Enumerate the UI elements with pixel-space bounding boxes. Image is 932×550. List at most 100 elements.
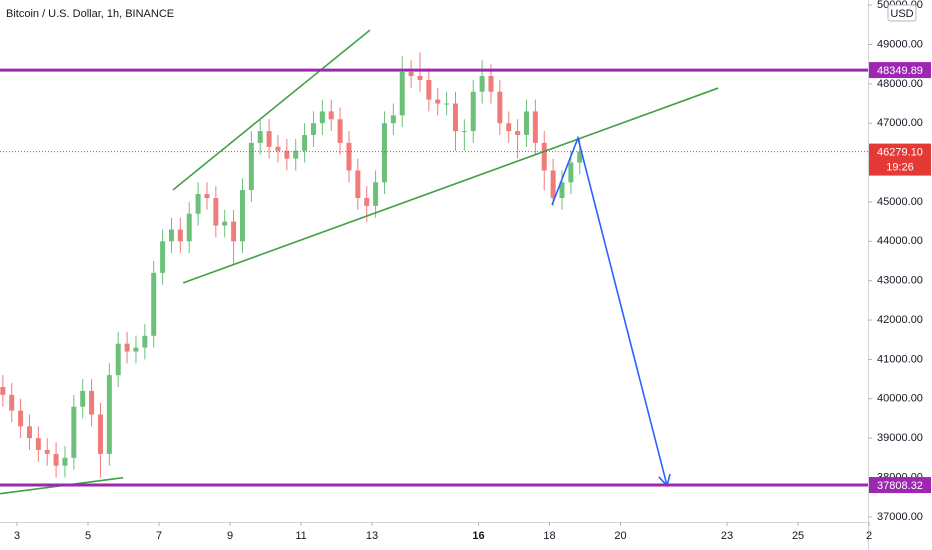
candle-body [0, 386, 6, 395]
y-tick-label: 37000.00 [877, 511, 923, 523]
candle-body [355, 170, 361, 199]
candle-body [497, 91, 503, 124]
candle-body [399, 72, 405, 116]
candle-body [231, 221, 237, 242]
candle-body [248, 142, 254, 191]
price-label-box [869, 62, 931, 79]
candle-body [142, 335, 148, 348]
candle-body [479, 75, 485, 92]
candle-body [151, 272, 157, 336]
candle-body [452, 103, 458, 132]
x-tick-label: 11 [295, 530, 306, 542]
x-tick-label: 2 [866, 530, 872, 542]
candle-body [106, 375, 112, 454]
candle-body [550, 170, 556, 199]
candle-body [53, 453, 59, 466]
candle-body [435, 99, 441, 104]
trendline [551, 135, 668, 486]
trendline [172, 29, 371, 191]
currency-box [887, 4, 917, 22]
x-tick-label: 13 [366, 530, 378, 542]
candle-body [337, 119, 343, 143]
plot-area [0, 52, 583, 478]
candle-body [239, 190, 245, 242]
candle-body [266, 131, 272, 147]
candle-body [364, 198, 370, 206]
candle-body [568, 162, 574, 183]
candle-body [426, 79, 432, 100]
candle-body [35, 438, 41, 450]
candle-body [284, 150, 290, 159]
y-tick-label: 40000.00 [877, 393, 923, 405]
y-tick-label: 44000.00 [877, 235, 923, 247]
x-tick-label: 25 [792, 530, 804, 542]
candle-body [302, 135, 308, 151]
candle-body [515, 131, 521, 136]
y-tick-label: 42000.00 [877, 314, 923, 326]
x-tick-label: 16 [472, 530, 484, 542]
last-price-box [869, 143, 931, 176]
price-label: 48349.89 [877, 65, 923, 77]
candle-body [470, 91, 476, 132]
y-tick-label: 48000.00 [877, 78, 923, 90]
candle-body [275, 146, 281, 151]
candle-body [408, 72, 414, 76]
y-tick-label: 49000.00 [877, 38, 923, 50]
candle-body [9, 394, 15, 411]
x-tick-label: 18 [543, 530, 555, 542]
candle-body [293, 150, 299, 159]
candle-body [390, 115, 396, 124]
x-tick-label: 23 [721, 530, 733, 542]
x-tick-label: 9 [227, 530, 233, 542]
y-tick-label: 45000.00 [877, 196, 923, 208]
candle-body [160, 241, 166, 273]
candle-body [319, 111, 325, 124]
candle-body [328, 111, 334, 120]
candle-body [44, 449, 50, 454]
candle-body [257, 131, 263, 143]
last-price-label: 46279.10 [877, 147, 923, 159]
candle-body [373, 182, 379, 206]
candle-body [204, 194, 210, 199]
x-tick-label: 7 [156, 530, 162, 542]
candle-body [168, 229, 174, 242]
candle-body [506, 123, 512, 132]
x-tick-label: 5 [85, 530, 91, 542]
candle-body [417, 75, 423, 80]
candle-body [523, 111, 529, 136]
candle-body [577, 151, 583, 163]
y-tick-label: 41000.00 [877, 353, 923, 365]
trendline [182, 87, 719, 284]
candle-body [444, 103, 450, 105]
candle-body [124, 343, 130, 352]
candle-body [532, 111, 538, 143]
candle-body [186, 213, 192, 242]
candle-body [18, 410, 24, 427]
candle-body [115, 343, 121, 376]
countdown: 19:26 [886, 162, 914, 174]
candle-body [541, 142, 547, 171]
y-tick-label: 43000.00 [877, 275, 923, 287]
candle-body [346, 142, 352, 171]
candle-body [80, 390, 86, 407]
candle-body [559, 182, 565, 199]
candle-body [62, 457, 68, 466]
candle-body [195, 194, 201, 214]
candle-body [213, 198, 219, 226]
x-tick-label: 20 [614, 530, 626, 542]
y-tick-label: 39000.00 [877, 432, 923, 444]
price-label-box [869, 477, 931, 494]
candle-body [177, 229, 183, 242]
candle-body [133, 347, 139, 352]
candle-body [222, 221, 228, 226]
y-tick-label: 47000.00 [877, 117, 923, 129]
chart-title: Bitcoin / U.S. Dollar, 1h, BINANCE [6, 8, 174, 20]
candle-body [71, 406, 77, 458]
candle-body [310, 123, 316, 136]
currency: USD [890, 8, 913, 20]
price-label: 37808.32 [877, 480, 923, 492]
candle-body [97, 414, 103, 454]
candle-body [381, 123, 387, 183]
